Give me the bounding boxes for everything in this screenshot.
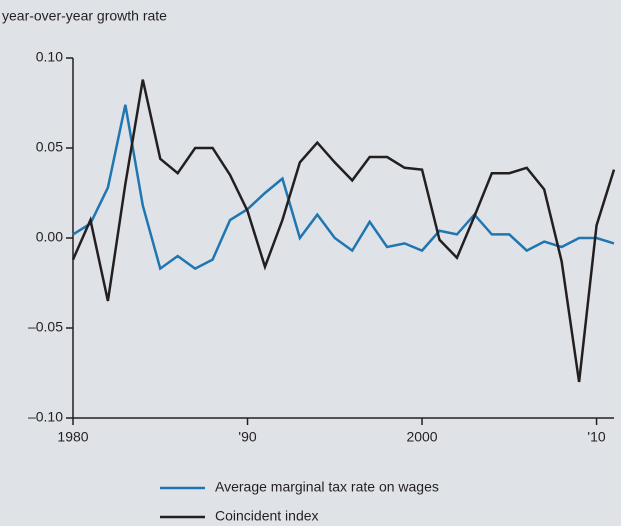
x-tick-label: '10 bbox=[587, 429, 605, 445]
y-axis-label: year-over-year growth rate bbox=[2, 8, 167, 24]
legend-label: Average marginal tax rate on wages bbox=[215, 479, 439, 495]
y-tick-label: 0.10 bbox=[36, 49, 63, 65]
y-tick-label: 0.05 bbox=[36, 139, 63, 155]
x-tick-label: 1980 bbox=[57, 429, 88, 445]
x-tick-label: 2000 bbox=[406, 429, 437, 445]
y-tick-label: –0.05 bbox=[28, 319, 63, 335]
series-line bbox=[71, 79, 616, 383]
y-tick-label: 0.00 bbox=[36, 229, 63, 245]
y-tick-label: –0.10 bbox=[28, 409, 63, 425]
legend-label: Coincident index bbox=[215, 508, 319, 524]
x-tick-label: '90 bbox=[238, 429, 256, 445]
series-line bbox=[72, 104, 615, 271]
